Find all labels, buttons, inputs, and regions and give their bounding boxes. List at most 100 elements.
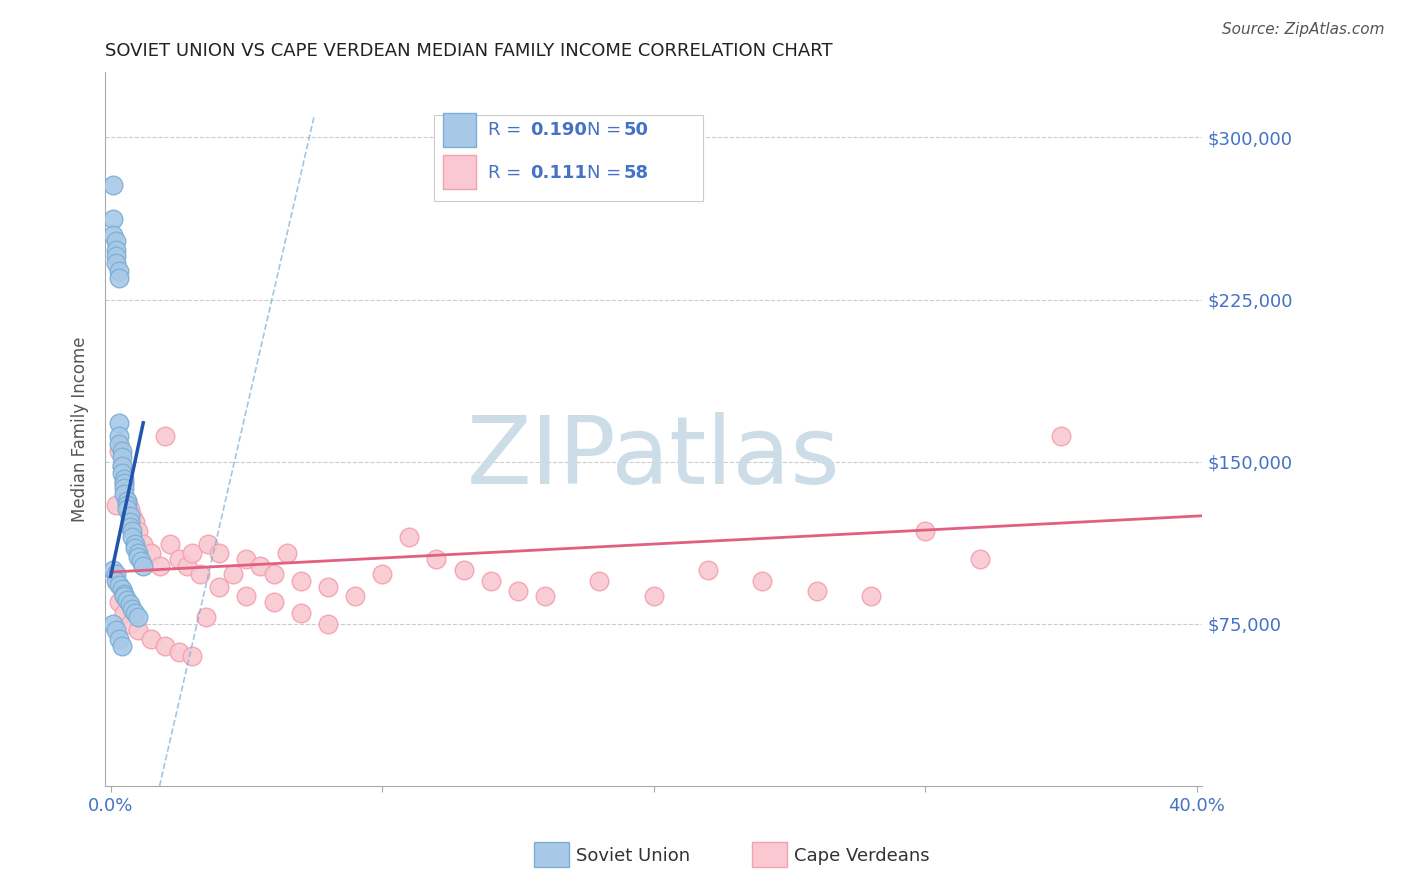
Point [141, 632, 163, 646]
Point [124, 606, 146, 620]
Text: 58: 58 [624, 164, 650, 182]
Point [127, 624, 149, 638]
Point [115, 593, 138, 607]
Point [103, 227, 125, 242]
Text: ZIPatlas: ZIPatlas [467, 412, 841, 504]
Point [222, 567, 245, 582]
Point [105, 256, 128, 270]
Point [276, 545, 298, 559]
Point [118, 616, 141, 631]
Point [697, 563, 720, 577]
Point [344, 589, 367, 603]
Text: R =: R = [488, 164, 533, 182]
Text: R =: R = [488, 121, 527, 139]
Text: 50: 50 [624, 121, 650, 139]
Point [107, 632, 129, 646]
Point [208, 580, 231, 594]
Point [118, 516, 141, 530]
Point [588, 574, 610, 588]
Point [290, 606, 312, 620]
Text: SOVIET UNION VS CAPE VERDEAN MEDIAN FAMILY INCOME CORRELATION CHART: SOVIET UNION VS CAPE VERDEAN MEDIAN FAMI… [105, 42, 832, 60]
Point [105, 624, 128, 638]
Point [141, 545, 163, 559]
Point [188, 567, 211, 582]
Point [105, 234, 128, 248]
Point [112, 472, 135, 486]
Point [110, 458, 132, 473]
Point [453, 563, 475, 577]
Point [176, 558, 198, 573]
Point [167, 552, 190, 566]
Text: N =: N = [586, 121, 627, 139]
Bar [443, 113, 477, 147]
Text: Soviet Union: Soviet Union [576, 847, 690, 865]
Point [105, 243, 128, 257]
Point [118, 508, 141, 523]
Text: 0.190: 0.190 [530, 121, 586, 139]
Point [103, 563, 125, 577]
Point [969, 552, 991, 566]
Point [159, 537, 181, 551]
Point [127, 524, 149, 538]
Point [124, 537, 146, 551]
Text: N =: N = [586, 164, 627, 182]
Point [107, 444, 129, 458]
Point [107, 578, 129, 592]
Point [107, 264, 129, 278]
Point [103, 616, 125, 631]
Point [110, 450, 132, 465]
Point [127, 549, 149, 564]
Point [105, 567, 128, 582]
Point [181, 545, 204, 559]
Point [316, 616, 339, 631]
Point [110, 458, 132, 473]
Point [110, 582, 132, 597]
Point [235, 589, 257, 603]
Point [107, 416, 129, 430]
Point [263, 595, 285, 609]
Point [118, 519, 141, 533]
Point [316, 580, 339, 594]
Point [112, 476, 135, 491]
Point [153, 639, 176, 653]
Point [115, 498, 138, 512]
Point [643, 589, 665, 603]
Point [107, 595, 129, 609]
Point [194, 610, 217, 624]
Text: Cape Verdeans: Cape Verdeans [794, 847, 929, 865]
Point [115, 493, 138, 508]
Point [167, 645, 190, 659]
Point [914, 524, 936, 538]
Point [181, 649, 204, 664]
Point [124, 516, 146, 530]
Point [129, 554, 152, 568]
Point [124, 541, 146, 556]
Point [121, 524, 143, 538]
Text: Source: ZipAtlas.com: Source: ZipAtlas.com [1222, 22, 1385, 37]
Point [127, 545, 149, 559]
Point [110, 466, 132, 480]
Point [132, 537, 155, 551]
Point [197, 537, 219, 551]
Point [115, 493, 138, 508]
Point [121, 602, 143, 616]
Point [107, 271, 129, 285]
Point [148, 558, 170, 573]
Point [121, 508, 143, 523]
Point [112, 606, 135, 620]
Point [425, 552, 447, 566]
Point [112, 587, 135, 601]
Point [103, 212, 125, 227]
Point [153, 429, 176, 443]
FancyBboxPatch shape [434, 115, 703, 201]
Point [110, 639, 132, 653]
Bar [443, 154, 477, 189]
Point [132, 558, 155, 573]
Point [1050, 429, 1073, 443]
Point [112, 476, 135, 491]
Point [107, 429, 129, 443]
Point [127, 610, 149, 624]
Point [112, 589, 135, 603]
Point [118, 502, 141, 516]
Point [398, 530, 420, 544]
